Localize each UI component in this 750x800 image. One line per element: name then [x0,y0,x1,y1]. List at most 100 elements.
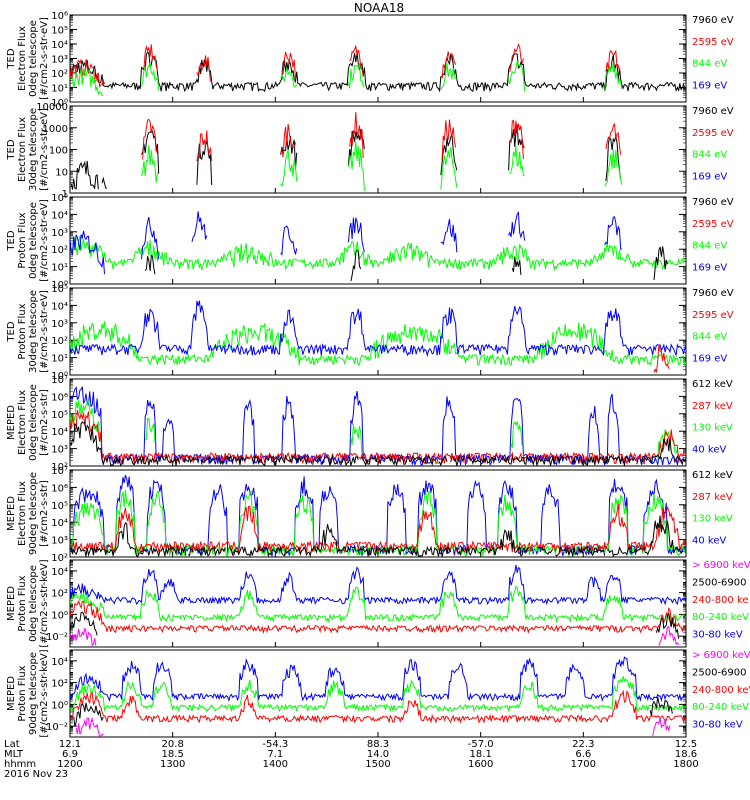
series-line-169-ev [70,300,686,358]
y-tick-label: 10⁶ [51,483,68,494]
y-tick-label: 10⁻² [46,632,68,643]
y-axis-label-line: Electron Flux [17,26,28,91]
y-axis-label-line: MEPED [6,405,17,440]
series-line-844-ev [70,59,623,97]
series-line-612-kev [70,515,686,557]
panel-frame [69,559,687,648]
series-group [70,42,686,97]
y-tick-label: 10² [51,679,68,690]
series-line-40-kev [70,386,686,466]
legend-entry: 7960 eV [692,106,734,117]
y-axis-label: MEPEDElectron Flux90deg telescope[#/cm2-… [6,472,50,555]
legend-entry: 844 eV [692,332,727,343]
x-row-label: hhmm [4,759,36,770]
y-tick-label: 10000 [36,102,68,113]
legend-entry: 169 eV [692,80,727,91]
series-line-2595-ev [142,112,622,162]
y-axis-label-line: [#/cm2-s-str-eV] [39,17,50,100]
y-tick-label: 10² [51,553,68,564]
y-axis-label-line: MEPED [6,586,17,621]
series-group [70,112,623,191]
legend-entry: 2500-6900 [692,667,747,678]
y-axis-label-line: Proton Flux [17,303,28,359]
y-tick-label: 10⁵ [51,501,68,512]
y-axis-label-line: Electron Flux [17,117,28,182]
panel-frame [69,105,687,194]
x-tick-label-mlt: 18.6 [675,749,697,760]
y-tick-label: 10⁴ [51,210,68,221]
y-axis-label-line: TED [6,230,17,251]
x-tick-label-mlt: 6.6 [575,749,591,760]
series-line--6900-kev [75,716,671,737]
y-axis-label-line: [#/cm2-s-str-eV] [39,290,50,373]
y-axis-label: MEPEDProton Flux90deg telescope[#/cm2-s-… [6,649,50,737]
y-axis-label-line: MEPED [6,676,17,711]
y-tick-label: 10⁵ [51,193,68,204]
y-axis-label-line: 90deg telescope [28,472,39,555]
legend-entry: 7960 eV [692,15,734,26]
x-row-label: MLT [4,749,24,760]
y-tick-label: 10⁴ [51,657,68,668]
y-tick-label: 10⁰ [51,610,68,621]
y-tick-label: 1 [62,189,68,200]
legend-entry: 2595 eV [692,128,734,139]
y-tick-label: 10⁵ [51,26,68,37]
y-tick-label: 10¹ [51,354,68,365]
series-line-612-kev [70,421,686,466]
series-group [70,564,686,647]
y-axis-label: TEDElectron Flux0deg telescope[#/cm2-s-s… [6,17,50,100]
y-tick-label: 10¹ [51,84,68,95]
x-tick-label-hhmm: 1800 [673,759,698,770]
series-line-2500-6900 [73,696,673,727]
series-line-7960-ev [70,124,622,190]
y-tick-label: 10⁰ [51,98,68,109]
y-axis-label-line: [#/cm2-s-str-keV] [39,649,50,737]
y-axis-label-line: Proton Flux [17,665,28,721]
y-axis-label-line: 0deg telescope [28,565,39,642]
series-line--6900-kev [70,625,680,647]
x-tick-label-hhmm: 1300 [160,759,185,770]
series-line-30-80-kev [70,564,686,606]
x-tick-label-mlt: 14.0 [367,749,389,760]
y-axis-label-line: TED [6,321,17,342]
series-line-40-kev [70,474,686,557]
y-tick-label: 10³ [51,55,68,66]
x-tick-label-lat: -57.0 [468,739,494,750]
legend-entry: 612 keV [692,379,733,390]
y-tick-label: 10⁴ [51,518,68,529]
y-tick-label: 10⁰ [51,371,68,382]
series-line-2595-ev [653,344,670,373]
legend-entry: 844 eV [692,150,727,161]
y-tick-label: 10² [51,245,68,256]
y-axis-label-line: [#/cm2-s-str] [39,389,50,456]
series-line-7960-ev [70,51,686,93]
legend-entry: 612 keV [692,470,733,481]
x-tick-label-mlt: 18.1 [470,749,492,760]
x-tick-label-lat: 12.5 [675,739,697,750]
y-axis-label-line: Electron Flux [17,481,28,546]
y-tick-label: 10⁴ [51,427,68,438]
legend-entry: > 6900 keV [692,650,750,661]
y-tick-label: 10⁶ [51,11,68,22]
y-axis-label-line: [#/cm2-s-str-keV] [39,559,50,647]
legend-entry: 2595 eV [692,219,734,230]
y-axis-label: MEPEDElectron Flux0deg telescope[#/cm2-s… [6,384,50,461]
y-axis-label-line: 0deg telescope [28,384,39,461]
y-tick-label: 10⁻² [46,722,68,733]
y-tick-label: 10⁴ [51,40,68,51]
x-tick-label-hhmm: 1500 [365,759,390,770]
series-line-240-800-ke [70,599,686,635]
legend-entry: 169 eV [692,353,727,364]
legend-entry: 80-240 keV [692,702,749,713]
y-tick-label: 10² [51,336,68,347]
x-tick-label-hhmm: 1400 [263,759,288,770]
legend-entry: 2595 eV [692,310,734,321]
series-line-130-kev [70,400,680,463]
legend-entry: 30-80 keV [692,720,743,731]
